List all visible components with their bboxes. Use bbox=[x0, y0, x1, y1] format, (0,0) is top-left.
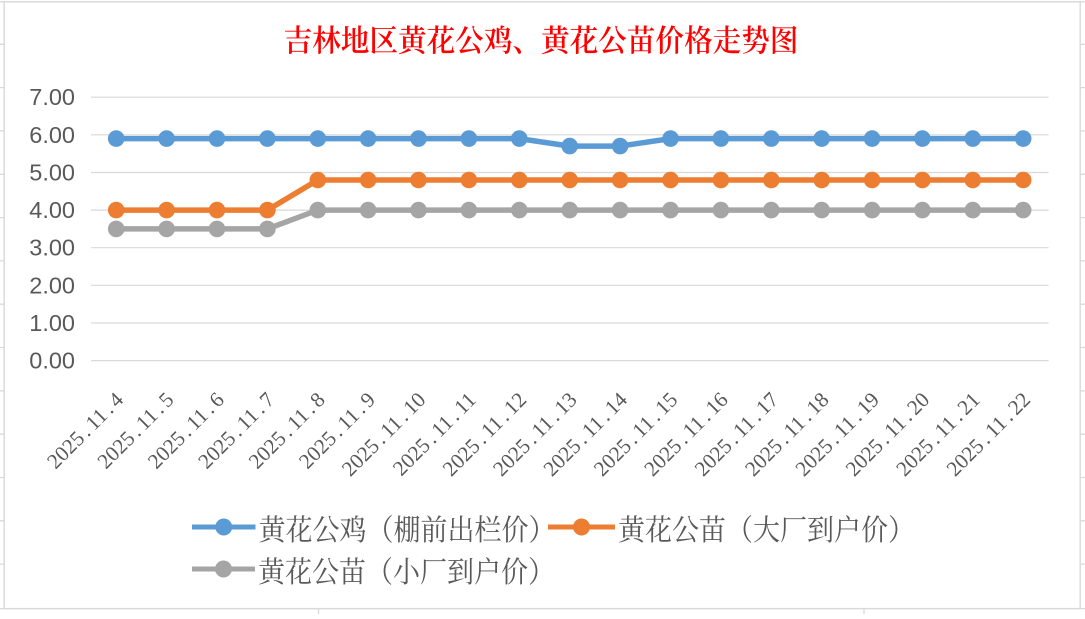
svg-text:1.00: 1.00 bbox=[29, 310, 75, 336]
svg-text:5.00: 5.00 bbox=[29, 160, 75, 186]
svg-text:6.00: 6.00 bbox=[29, 122, 75, 148]
svg-text:0.00: 0.00 bbox=[29, 348, 75, 374]
svg-text:3.00: 3.00 bbox=[29, 235, 75, 261]
svg-text:7.00: 7.00 bbox=[29, 84, 75, 110]
svg-text:4.00: 4.00 bbox=[29, 197, 75, 223]
svg-text:2.00: 2.00 bbox=[29, 272, 75, 298]
